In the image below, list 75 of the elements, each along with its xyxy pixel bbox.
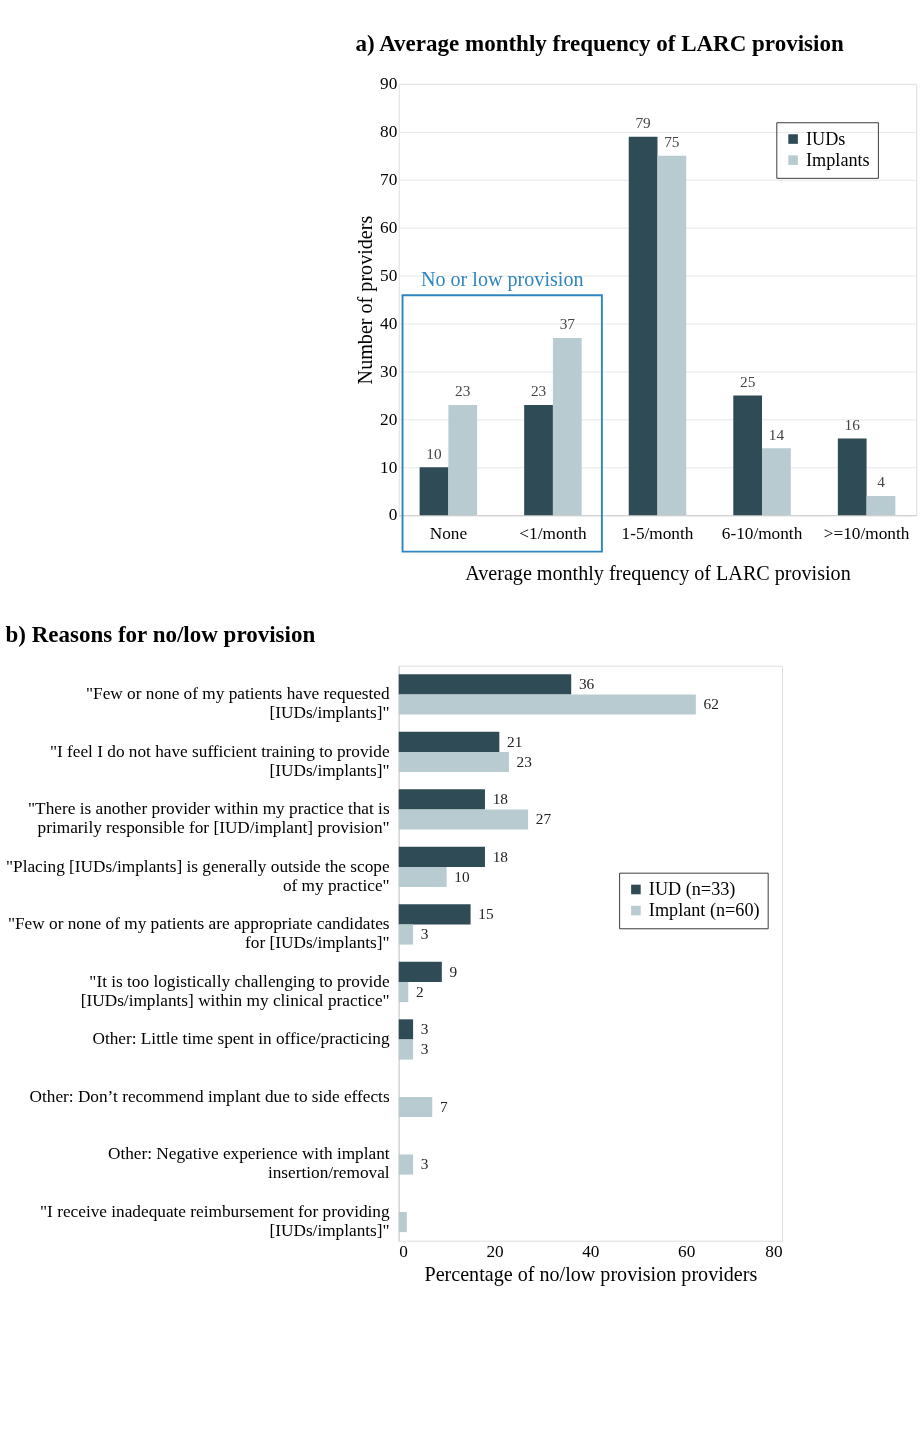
y-tick-label: 50: [380, 265, 398, 285]
y-tick-label: 40: [380, 313, 398, 333]
bar: [552, 337, 582, 516]
x-axis-title: Average monthly frequency of LARC provision: [465, 561, 851, 585]
x-tick-label: >=10/month: [823, 523, 910, 543]
data-label: 3: [420, 1155, 429, 1173]
x-tick-label: 60: [678, 1241, 696, 1261]
legend-label: Implants: [806, 149, 870, 170]
bar: [733, 395, 763, 516]
x-tick-label: 80: [765, 1241, 783, 1261]
y-tick-label: 70: [380, 170, 398, 190]
data-label: 10: [454, 867, 470, 885]
legend-label: IUDs: [806, 128, 846, 149]
y-tick-label: 60: [380, 217, 398, 237]
data-label: 3: [420, 1040, 429, 1058]
y-tick-label: 30: [380, 361, 398, 381]
legend-label: Implant (n=60): [648, 900, 760, 922]
bar: [628, 136, 658, 516]
data-label: 3: [420, 1020, 429, 1038]
y-tick-label: Other: Little time spent in office/practicing: [92, 1029, 390, 1049]
data-label: 14: [768, 425, 785, 443]
data-label: 4: [877, 473, 886, 491]
y-tick-label: "I receive inadequate reimbursement for providing [IUDs/implants]": [40, 1201, 390, 1240]
bar: [524, 405, 553, 516]
y-tick-label: "There is another provider within my practice that is primarily responsible for [IUD/implant] provision": [28, 799, 390, 838]
x-axis-title: Percentage of no/low provision providers: [424, 1262, 758, 1286]
data-label: 25: [739, 372, 756, 390]
y-tick-label: 10: [380, 457, 398, 477]
data-label: 23: [455, 382, 471, 400]
x-tick-label: 20: [486, 1241, 504, 1261]
bar: [657, 155, 687, 516]
bar: [866, 496, 896, 516]
data-label: 36: [578, 675, 595, 693]
data-label: 3: [420, 925, 429, 943]
text: b) Reasons for no/low provision: [5, 621, 316, 647]
data-label: 62: [703, 695, 719, 713]
data-label: 7: [439, 1097, 448, 1115]
annotation: No or low provision: [420, 267, 584, 291]
x-tick-label: None: [429, 523, 468, 543]
x-tick-label: <1/month: [519, 523, 587, 543]
y-tick-label: 20: [380, 409, 398, 429]
data-label: 23: [530, 382, 547, 400]
x-tick-label: 1-5/month: [621, 523, 694, 543]
data-label: 16: [844, 415, 861, 433]
chart-title: a) Average monthly frequency of LARC provision: [355, 31, 844, 57]
bar: [419, 467, 449, 516]
y-tick-label: 80: [380, 122, 398, 142]
y-tick-label: "Placing [IUDs/implants] is generally outside the scope of my practice": [6, 856, 390, 895]
data-label: 10: [426, 444, 442, 462]
x-tick-label: 6-10/month: [721, 523, 803, 543]
y-tick-label: "Few or none of my patients have requested [IUDs/implants]": [86, 684, 390, 723]
x-tick-label: 40: [582, 1241, 600, 1261]
data-label: 21: [507, 732, 523, 750]
data-label: 75: [664, 133, 680, 151]
y-tick-label: "Few or none of my patients are appropriate candidates for [IUDs/implants]": [7, 914, 390, 953]
y-tick-label: Other: Negative experience with implant insertion/removal: [107, 1144, 390, 1183]
data-label: 37: [559, 315, 576, 333]
bar: [837, 438, 867, 516]
y-tick-label: 0: [388, 505, 398, 525]
data-label: 27: [535, 810, 552, 828]
y-axis-title: Number of providers: [354, 215, 378, 385]
y-tick-label: Other: Don’t recommend implant due to side effects: [29, 1086, 390, 1106]
y-tick-label: 90: [380, 74, 398, 94]
data-label: 9: [449, 962, 458, 980]
legend-label: IUD (n=33): [648, 879, 736, 901]
data-label: 15: [478, 905, 494, 923]
data-label: 79: [635, 114, 652, 132]
bar: [448, 405, 478, 516]
y-tick-label: "I feel I do not have sufficient training to provide [IUDs/implants]": [49, 741, 390, 780]
data-label: 2: [415, 982, 424, 1000]
data-label: 18: [492, 847, 509, 865]
y-tick-label: "It is too logistically challenging to provide [IUDs/implants] within my clinical practice": [80, 971, 390, 1010]
data-label: 23: [516, 752, 533, 770]
data-label: 18: [492, 790, 509, 808]
bar: [762, 448, 791, 516]
